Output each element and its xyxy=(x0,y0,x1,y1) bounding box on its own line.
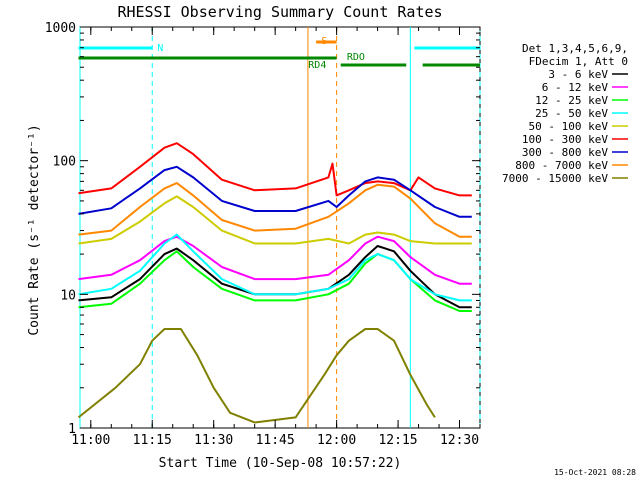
x-axis-label: Start Time (10-Sep-08 10:57:22) xyxy=(159,456,402,471)
plot-frame xyxy=(79,26,481,429)
legend-label-6-12-kev: 6 - 12 keV xyxy=(542,81,609,94)
legend-label-3-6-kev: 3 - 6 keV xyxy=(548,68,608,81)
series-line-25-50-kev xyxy=(78,233,472,302)
axes: 1 10 100 1000 11:00 11:15 11:30 11:45 12:00 12:15… xyxy=(45,21,481,448)
y-tick-label: 1000 xyxy=(45,21,76,36)
x-tick-label: 11:30 xyxy=(194,433,233,448)
annotation-rd4: RD4 xyxy=(308,60,326,71)
vertical-markers xyxy=(79,27,481,428)
y-tick-label: 10 xyxy=(60,288,76,303)
x-tick-label: 11:45 xyxy=(256,433,295,448)
legend: Det 1,3,4,5,6,9,FDecim 1, Att 03 - 6 keV… xyxy=(502,42,628,185)
annotation-rdo: RDO xyxy=(347,52,365,63)
x-tick-label: 11:00 xyxy=(71,433,110,448)
series-line-100-300-kev xyxy=(78,142,472,197)
annotations: N S RD4 RDO xyxy=(157,36,365,71)
legend-label-100-300-kev: 100 - 300 keV xyxy=(522,133,608,146)
series-line-6-12-kev xyxy=(78,235,472,285)
status-bars xyxy=(78,40,480,67)
legend-label-12-25-kev: 12 - 25 keV xyxy=(535,94,608,107)
series-line-7000-15000-kev xyxy=(77,328,436,424)
legend-label-7000-15000-kev: 7000 - 15000 keV xyxy=(502,172,608,185)
legend-label-25-50-kev: 25 - 50 keV xyxy=(535,107,608,120)
series-line-50-100-kev xyxy=(78,195,472,245)
legend-label-300-800-kev: 300 - 800 keV xyxy=(522,146,608,159)
x-tick-label: 12:00 xyxy=(317,433,356,448)
legend-header-0: Det 1,3,4,5,6,9, xyxy=(522,42,628,55)
legend-label-800-7000-kev: 800 - 7000 keV xyxy=(515,159,608,172)
series-lines xyxy=(77,142,472,424)
x-tick-label: 11:15 xyxy=(133,433,172,448)
annotation-s: S xyxy=(321,36,327,47)
y-tick-label: 1 xyxy=(68,422,76,437)
legend-label-50-100-kev: 50 - 100 keV xyxy=(529,120,609,133)
series-line-3-6-kev xyxy=(78,245,472,309)
x-tick-label: 12:30 xyxy=(440,433,479,448)
chart-title: RHESSI Observing Summary Count Rates xyxy=(117,3,442,21)
y-axis-label: Count Rate (s⁻¹ detector⁻¹) xyxy=(27,124,42,335)
legend-header-1: FDecim 1, Att 0 xyxy=(529,55,628,68)
x-tick-label: 12:15 xyxy=(378,433,417,448)
series-line-800-7000-kev xyxy=(78,182,472,238)
annotation-n: N xyxy=(157,43,163,54)
series-line-300-800-kev xyxy=(78,165,472,218)
y-tick-label: 100 xyxy=(53,155,76,170)
footer-timestamp: 15-Oct-2021 08:28 xyxy=(554,468,636,477)
